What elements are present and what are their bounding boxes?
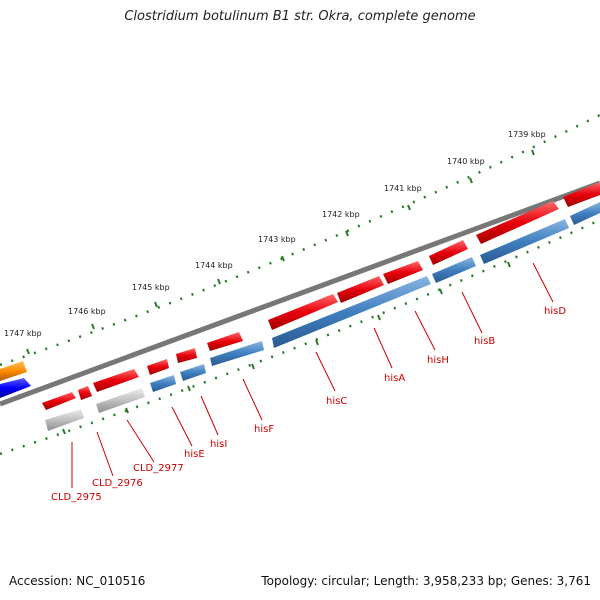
cds-bar-next[interactable] — [570, 202, 600, 225]
gene-label[interactable]: CLD_2975 — [51, 492, 102, 503]
gene-arrow-hise[interactable] — [147, 359, 169, 375]
gene-arrow-cld-2976[interactable] — [78, 386, 92, 400]
scale-label: 1744 kbp — [195, 261, 233, 270]
accession-text: Accession: NC_010516 — [9, 574, 146, 588]
gene-label[interactable]: hisB — [474, 336, 495, 347]
blue-feature[interactable] — [0, 378, 31, 398]
scale-label: 1739 kbp — [508, 130, 546, 139]
genome-backbone — [0, 180, 600, 407]
cds-bar-hisf[interactable] — [210, 341, 264, 366]
gene-arrow-cld-2975[interactable] — [42, 392, 76, 410]
gene-label[interactable]: CLD_2977 — [133, 463, 184, 474]
scale-label: 1742 kbp — [322, 210, 360, 219]
gene-label[interactable]: hisE — [184, 449, 205, 460]
scale-label: 1745 kbp — [132, 283, 170, 292]
gene-arrow-hisi[interactable] — [176, 348, 197, 363]
cds-features — [0, 202, 600, 431]
gene-arrow-hisf[interactable] — [207, 332, 243, 351]
orange-feature[interactable] — [0, 361, 27, 381]
gene-label[interactable]: hisH — [427, 355, 449, 366]
gene-arrow-hisb[interactable] — [429, 240, 468, 265]
cds-bar-hise[interactable] — [150, 375, 176, 392]
scale-label: 1747 kbp — [4, 329, 42, 338]
gene-arrow-next[interactable] — [563, 182, 600, 207]
scale-label: 1746 kbp — [68, 307, 106, 316]
map-title: Clostridium botulinum B1 str. Okra, comp… — [124, 9, 476, 24]
inner-scale-ticks — [62, 261, 511, 435]
gene-label[interactable]: hisI — [210, 439, 227, 450]
gene-label[interactable]: hisF — [254, 424, 274, 435]
scale-label: 1743 kbp — [258, 235, 296, 244]
gene-arrow-cld-2977[interactable] — [93, 369, 139, 392]
gene-label[interactable]: hisA — [384, 373, 405, 384]
label-leader-lines — [71, 262, 554, 488]
scale-label: 1741 kbp — [384, 184, 422, 193]
cds-bar-hisd[interactable] — [480, 219, 569, 264]
cds-bar-hisi[interactable] — [180, 364, 206, 381]
gene-label[interactable]: hisC — [326, 396, 347, 407]
gene-label[interactable]: hisD — [544, 306, 566, 317]
gene-arrow-hish[interactable] — [383, 261, 423, 284]
cds-bar-hisc-a-h[interactable] — [272, 276, 431, 348]
cds-bar-hisb[interactable] — [432, 257, 476, 283]
scale-labels: 1739 kbp 1740 kbp 1741 kbp 1742 kbp 1743 kbp… — [4, 130, 546, 338]
gene-arrow-hisc[interactable] — [268, 294, 338, 330]
gene-arrow-hisa[interactable] — [337, 276, 384, 303]
forward-strand-genes — [42, 182, 600, 410]
gene-label[interactable]: CLD_2976 — [92, 478, 143, 489]
gene-arrow-hisd[interactable] — [476, 201, 559, 244]
gray-feature-cld-2975[interactable] — [45, 409, 84, 431]
outer-scale-ticks — [26, 149, 535, 355]
scale-label: 1740 kbp — [447, 157, 485, 166]
gray-feature-cld-2976[interactable] — [96, 388, 145, 413]
topology-text: Topology: circular; Length: 3,958,233 bp… — [261, 574, 591, 588]
